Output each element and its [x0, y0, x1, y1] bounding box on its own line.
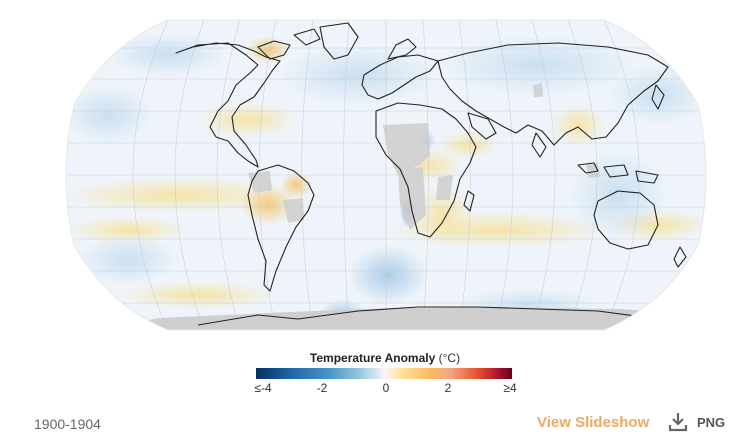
- anomaly-field: [66, 20, 706, 330]
- globe-outline: [65, 19, 707, 331]
- legend-ticks: ≤-4 -2 0 2 ≥4: [254, 381, 516, 397]
- download-icon[interactable]: [667, 411, 689, 433]
- coastlines: [175, 22, 687, 326]
- legend-title-text: Temperature Anomaly: [309, 351, 436, 365]
- view-slideshow-link[interactable]: View Slideshow: [537, 414, 650, 431]
- legend-tick: ≥4: [503, 381, 517, 395]
- map-svg: [65, 19, 707, 331]
- legend-tick: -2: [316, 381, 328, 395]
- legend-tick: ≤-4: [254, 381, 272, 395]
- legend-tick: 0: [382, 381, 390, 395]
- legend-unit: (°C): [438, 351, 461, 365]
- legend-title: Temperature Anomaly (°C): [254, 350, 516, 366]
- temperature-anomaly-map: [58, 15, 714, 335]
- period-label: 1900-1904: [34, 416, 101, 432]
- legend-color-bar: [256, 368, 512, 379]
- graticule: [66, 20, 706, 330]
- legend-tick: 2: [444, 381, 452, 395]
- png-download-label[interactable]: PNG: [697, 415, 726, 430]
- color-legend: Temperature Anomaly (°C) ≤-4 -2 0 2 ≥4: [254, 350, 516, 397]
